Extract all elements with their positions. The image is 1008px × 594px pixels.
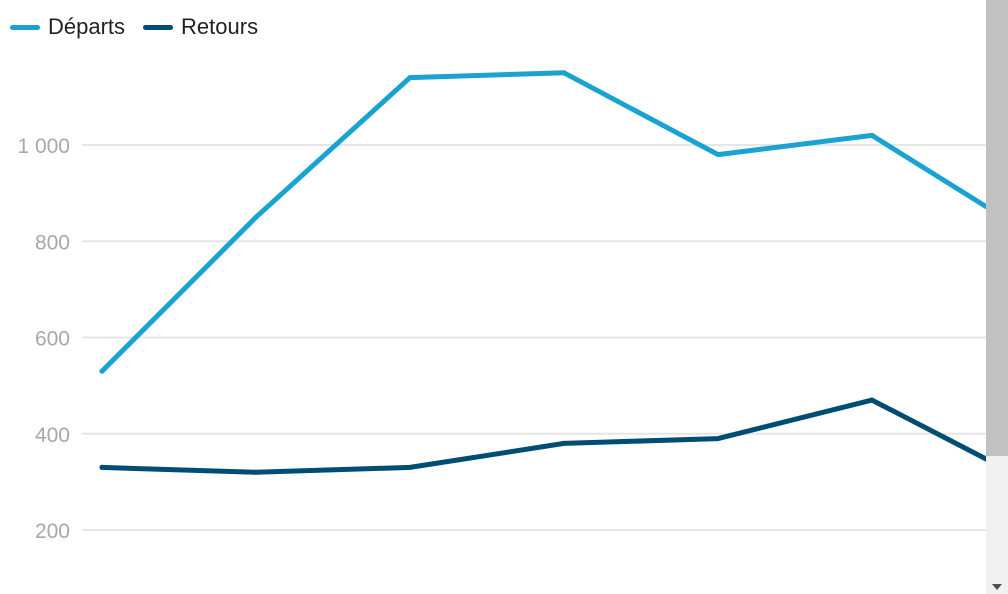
scroll-down-arrow-icon[interactable]: [992, 584, 1002, 590]
legend-swatch-departs: [10, 24, 40, 30]
line-chart: 200 400 600 800 1 000: [17, 70, 986, 543]
vertical-scrollbar[interactable]: [986, 0, 1008, 594]
data-point-retours-6: [869, 397, 875, 403]
data-point-retours-2: [253, 469, 259, 475]
legend-label-departs: Départs: [48, 14, 126, 39]
data-point-departs-2: [253, 214, 259, 220]
y-tick-label-200: 200: [35, 520, 70, 543]
legend-swatch-retours: [143, 24, 174, 30]
data-point-retours-4: [561, 440, 567, 446]
legend-label-retours: Retours: [181, 14, 259, 39]
data-point-departs-1: [99, 368, 105, 374]
legend-item-retours[interactable]: Retours: [143, 14, 258, 40]
y-tick-label-400: 400: [35, 424, 70, 447]
data-point-departs-3: [407, 75, 413, 81]
y-tick-label-800: 800: [35, 231, 70, 254]
scrollbar-thumb[interactable]: [986, 0, 1008, 456]
data-point-departs-5: [715, 152, 721, 158]
data-point-retours-3: [407, 464, 413, 470]
data-point-retours-1: [99, 464, 105, 470]
series-line-retours: [99, 397, 986, 475]
data-point-retours-5: [715, 436, 721, 442]
data-point-departs-4: [561, 70, 567, 76]
data-point-departs-6: [869, 132, 875, 138]
y-tick-label-1000: 1 000: [17, 135, 70, 158]
series-line-departs: [99, 70, 986, 374]
legend-item-departs[interactable]: Départs: [10, 14, 125, 40]
chart-legend: Départs Retours: [10, 14, 258, 40]
y-tick-label-600: 600: [35, 328, 70, 351]
